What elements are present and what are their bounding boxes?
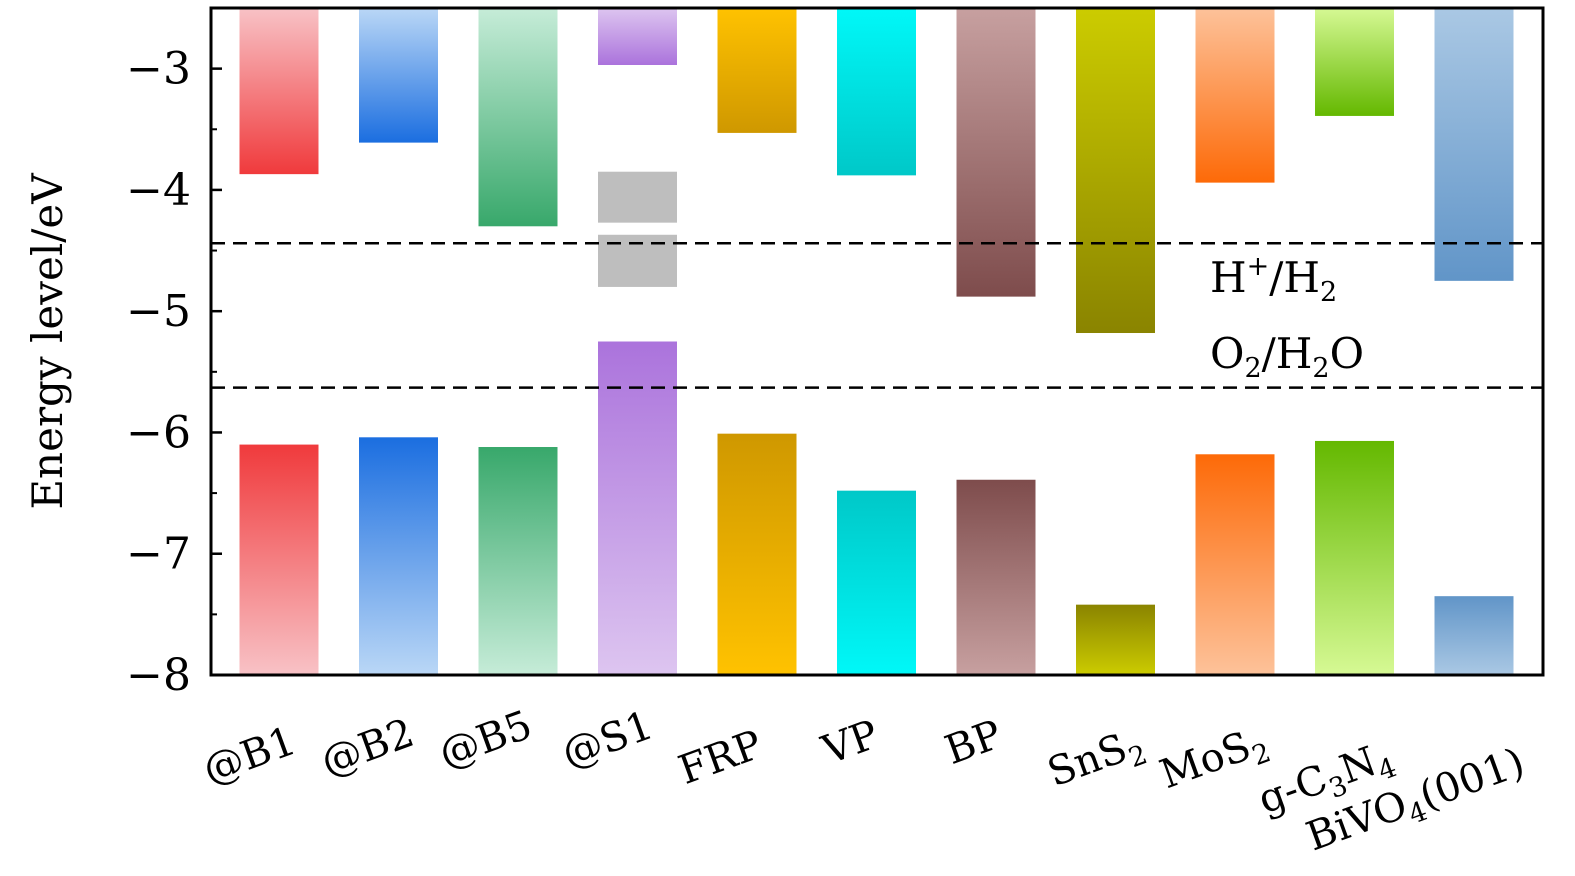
cb-bar-bivo4-001: [1434, 8, 1514, 281]
cb-bar-vp: [837, 8, 916, 176]
vb-bar-b5: [478, 447, 558, 675]
cb-bar-frp: [717, 8, 797, 133]
cb-bar-sns2: [1076, 8, 1155, 334]
h-ref-label: H+​/H2​: [1210, 251, 1337, 308]
category-label-s1: @S1: [556, 702, 659, 777]
plot-frame: [209, 6, 1545, 677]
category-label-bp: BP: [939, 712, 1008, 774]
cb-bar-b5: [478, 8, 558, 227]
y-axis-title: Energy level/eV: [23, 173, 72, 510]
category-label-b5: @B5: [433, 702, 538, 778]
y-tick-label: −8: [126, 650, 191, 701]
cb-bar-bp: [956, 8, 1036, 297]
vb-bar-sns2: [1076, 604, 1155, 675]
bars-layer: [239, 8, 1514, 675]
category-label-vp: VP: [816, 712, 885, 775]
cb-bar-s1: [598, 8, 677, 65]
vb-bar-bivo4-001: [1434, 596, 1514, 675]
axes-layer: −3 −4 −5 −6 −7 −8 Energy level/eV: [23, 6, 1545, 701]
o-ref-label: O2​/H2​O: [1210, 329, 1364, 384]
y-tick-label: −3: [126, 44, 191, 95]
vb-bar-s1: [598, 341, 677, 675]
vb-bar-b2: [359, 437, 438, 675]
cb-bar-g-c3n4: [1315, 8, 1394, 116]
vb-bar-mos2: [1195, 454, 1275, 675]
category-label-sns2: SnS2​: [1042, 719, 1152, 801]
y-tick-label: −7: [126, 529, 191, 580]
cb-bar-mos2: [1195, 8, 1275, 183]
vb-bar-bp: [956, 479, 1036, 675]
y-tick-label: −6: [126, 407, 191, 458]
category-label-b2: @B2: [315, 710, 420, 786]
vb-bar-g-c3n4: [1315, 440, 1394, 675]
vb-bar-vp: [837, 490, 916, 675]
y-tick-label: −5: [126, 286, 191, 337]
y-tick-label: −4: [126, 165, 191, 216]
cb-bar-b1: [239, 8, 319, 175]
vb-bar-b1: [239, 444, 319, 675]
cb-bar-b2: [359, 8, 438, 143]
defect-level-1: [598, 171, 677, 223]
category-label-b1: @B1: [197, 718, 302, 794]
vb-bar-frp: [717, 433, 797, 675]
category-label-frp: FRP: [673, 722, 768, 794]
reference-lines-layer: [211, 242, 1543, 389]
